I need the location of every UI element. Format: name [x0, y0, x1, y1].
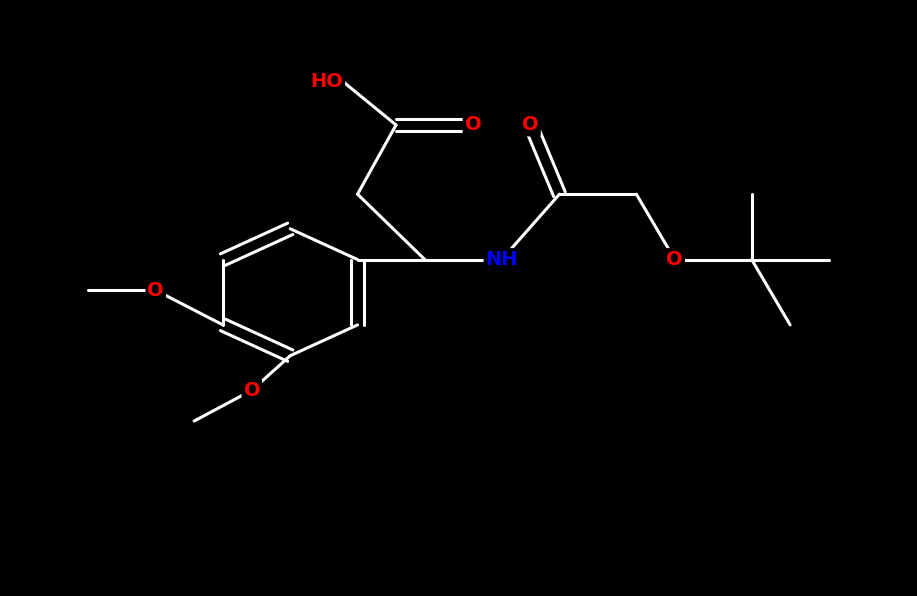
Text: O: O — [244, 381, 260, 400]
Text: HO: HO — [310, 72, 343, 91]
Text: O: O — [667, 250, 683, 269]
Text: O: O — [148, 281, 164, 300]
Text: O: O — [523, 116, 539, 135]
Text: O: O — [465, 116, 481, 135]
Text: NH: NH — [485, 250, 518, 269]
